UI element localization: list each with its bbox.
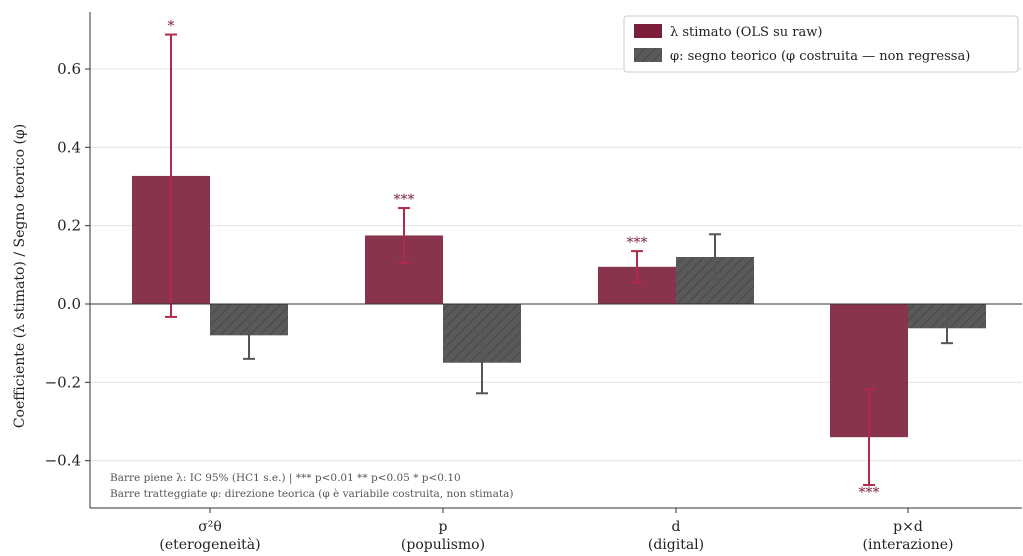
y-tick-label: −0.2 <box>45 373 81 391</box>
y-tick-label: 0.6 <box>57 60 81 78</box>
legend-swatch-lambda <box>634 24 662 38</box>
x-tick-label-name: (eterogeneità) <box>159 536 260 553</box>
significance-marker: *** <box>627 235 648 251</box>
footnote-line-1: Barre piene λ: IC 95% (HC1 s.e.) | *** p… <box>110 472 461 485</box>
legend-label-phi: φ: segno teorico (φ costruita — non regr… <box>670 49 970 64</box>
x-tick-label-symbol: d <box>672 519 681 535</box>
y-tick-label: −0.4 <box>45 452 81 470</box>
significance-marker: *** <box>859 485 880 501</box>
significance-marker: * <box>168 19 175 35</box>
x-tick-label-symbol: σ²θ <box>198 519 222 535</box>
x-tick-label-symbol: p <box>439 519 448 535</box>
bar-layer: ********** <box>132 19 986 501</box>
footnote-box: Barre piene λ: IC 95% (HC1 s.e.) | *** p… <box>110 472 513 500</box>
y-axis-title: Coefficiente (λ stimato) / Segno teorico… <box>12 124 28 428</box>
y-tick-label: 0.2 <box>57 217 81 235</box>
y-tick-label: 0.0 <box>57 295 81 313</box>
legend-label-lambda: λ stimato (OLS su raw) <box>670 25 822 40</box>
x-tick-label-name: (digital) <box>648 537 704 553</box>
legend: λ stimato (OLS su raw) φ: segno teorico … <box>623 15 1019 73</box>
axis-layer: 0.6 0.4 0.2 0.0 −0.2 −0.4 σ²θ(eterogeneità) p (p… <box>45 12 1022 553</box>
legend-swatch-phi <box>634 48 662 62</box>
footnote-line-2: Barre tratteggiate φ: direzione teorica … <box>110 488 513 500</box>
x-tick-label-symbol: p×d <box>893 519 923 535</box>
x-tick-label-name: (populismo) <box>401 537 485 553</box>
legend-frame <box>623 15 1019 73</box>
y-tick-label: 0.4 <box>57 138 81 156</box>
significance-marker: *** <box>394 192 415 208</box>
x-tick-label-name: (interazione) <box>863 537 954 553</box>
